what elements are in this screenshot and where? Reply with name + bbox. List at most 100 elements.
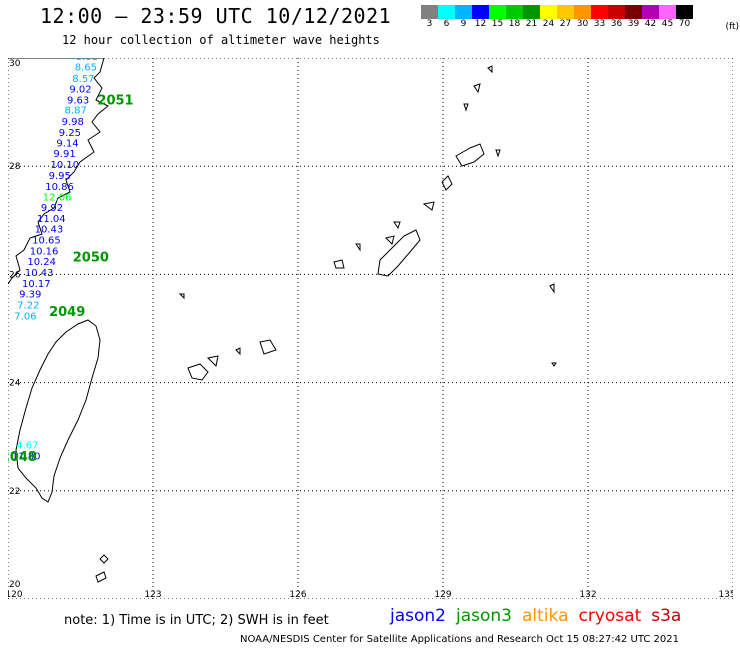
island	[333, 259, 345, 269]
legend-swatch	[676, 5, 693, 19]
satellite-name-cryosat: cryosat	[578, 606, 642, 626]
island	[393, 221, 401, 230]
wave-height-value: 9.63	[67, 95, 89, 106]
wave-height-value: 7.22	[17, 300, 39, 311]
pass-labels: 2051 2050 2049 2048	[1, 94, 134, 466]
island	[235, 347, 241, 356]
legend-swatch	[591, 5, 608, 19]
longitude-label: 135	[718, 590, 733, 599]
wave-height-value: 9.25	[59, 128, 81, 139]
legend-value-label: 18	[508, 19, 521, 29]
satellite-name-altika: altika	[522, 606, 569, 626]
china-coastline	[7, 57, 109, 285]
wave-height-value: 8.57	[72, 74, 94, 85]
island	[487, 65, 493, 74]
wave-height-value: 8.65	[75, 62, 97, 73]
island	[551, 362, 557, 367]
pass-number-label: 2048	[8, 450, 37, 465]
satellite-name-jason3: jason3	[456, 606, 512, 626]
graticule	[7, 57, 734, 600]
island	[99, 554, 109, 564]
island	[463, 103, 469, 112]
wave-height-value: 10.16	[30, 246, 59, 257]
longitude-label: 123	[144, 590, 161, 599]
legend-color-bar	[421, 5, 727, 19]
latitude-label: 26	[9, 270, 21, 280]
legend-swatch	[659, 5, 676, 19]
island	[385, 235, 395, 245]
wave-height-value: 9.02	[69, 85, 91, 96]
wave-height-value: 9.91	[53, 149, 75, 160]
wave-height-value: 9.14	[56, 139, 78, 150]
legend-swatch	[489, 5, 506, 19]
wave-height-value: 4.67	[16, 441, 38, 452]
longitude-label: 129	[434, 590, 451, 599]
wave-height-value: 7.06	[14, 311, 36, 322]
legend-swatch	[608, 5, 625, 19]
graticule-labels: 120 123 126 129 132 135 30 28 26 24 22 20	[5, 59, 735, 600]
island-miyako	[259, 339, 277, 355]
legend-swatch	[506, 5, 523, 19]
legend-value-label: 42	[644, 19, 657, 29]
legend-value-label: 21	[525, 19, 538, 29]
legend-swatch	[540, 5, 557, 19]
legend-value-label: 36	[610, 19, 623, 29]
legend-swatch	[642, 5, 659, 19]
legend-value-label: 45	[661, 19, 674, 29]
map-title: 12:00 – 23:59 UTC 10/12/2021	[40, 4, 392, 28]
island	[473, 83, 481, 94]
legend-swatch	[574, 5, 591, 19]
legend-value-label: 24	[542, 19, 555, 29]
observations: 8.818.658.579.029.638.879.989.259.149.91…	[12, 52, 98, 462]
legend-swatch	[438, 5, 455, 19]
island-okinawa	[377, 229, 421, 277]
latitude-label: 28	[9, 162, 21, 172]
legend-swatch	[523, 5, 540, 19]
pass-number-label: 2050	[73, 250, 109, 265]
wave-height-value: 9.95	[49, 171, 71, 182]
pass-number-label: 2051	[97, 94, 133, 109]
coastlines	[7, 57, 557, 583]
island-ishigaki	[187, 363, 209, 381]
latitude-label: 30	[9, 59, 21, 69]
color-legend: 3 6 9 12 15 18 21 24 27 30 33 36 39 42 45 70 (ft)	[421, 5, 739, 35]
longitude-label: 126	[289, 590, 306, 599]
island	[178, 293, 185, 300]
legend-value-label: 9	[460, 19, 467, 29]
latitude-label: 20	[9, 580, 21, 590]
legend-value-label: 70	[678, 19, 691, 29]
longitude-label: 132	[579, 590, 596, 599]
legend-value-label: 6	[443, 19, 450, 29]
island	[422, 201, 435, 211]
wave-height-value: 11.04	[37, 214, 66, 225]
legend-value-label: 39	[627, 19, 640, 29]
legend-value-label: 12	[474, 19, 487, 29]
wave-height-value: 11.80	[12, 451, 41, 462]
wave-height-value: 9.39	[19, 290, 41, 301]
wave-height-value: 12.06	[43, 192, 72, 203]
island	[495, 149, 501, 158]
wave-height-value: 10.43	[25, 268, 54, 279]
wave-height-value: 10.10	[51, 160, 80, 171]
wave-height-value: 9.98	[62, 117, 84, 128]
wave-height-value: 10.65	[32, 236, 61, 247]
island	[549, 283, 555, 294]
satellite-name-jason2: jason2	[390, 606, 446, 626]
legend-swatch	[455, 5, 472, 19]
wave-height-value: 9.92	[41, 203, 63, 214]
wave-height-value: 10.24	[27, 257, 56, 268]
map-subtitle: 12 hour collection of altimeter wave hei…	[62, 33, 380, 47]
legend-value-label: 15	[491, 19, 504, 29]
legend-swatch	[625, 5, 642, 19]
latitude-label: 22	[9, 487, 20, 497]
island	[206, 355, 219, 368]
footnote: note: 1) Time is in UTC; 2) SWH is in fe…	[64, 613, 329, 628]
wave-height-value: 8.87	[65, 106, 87, 117]
taiwan-coastline	[15, 319, 101, 503]
island	[355, 243, 361, 252]
legend-swatch	[472, 5, 489, 19]
satellite-name-s3a: s3a	[651, 606, 682, 626]
wave-height-value: 10.43	[35, 225, 64, 236]
